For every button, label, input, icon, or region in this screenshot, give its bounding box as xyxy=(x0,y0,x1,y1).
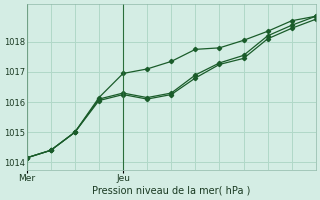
X-axis label: Pression niveau de la mer( hPa ): Pression niveau de la mer( hPa ) xyxy=(92,186,251,196)
